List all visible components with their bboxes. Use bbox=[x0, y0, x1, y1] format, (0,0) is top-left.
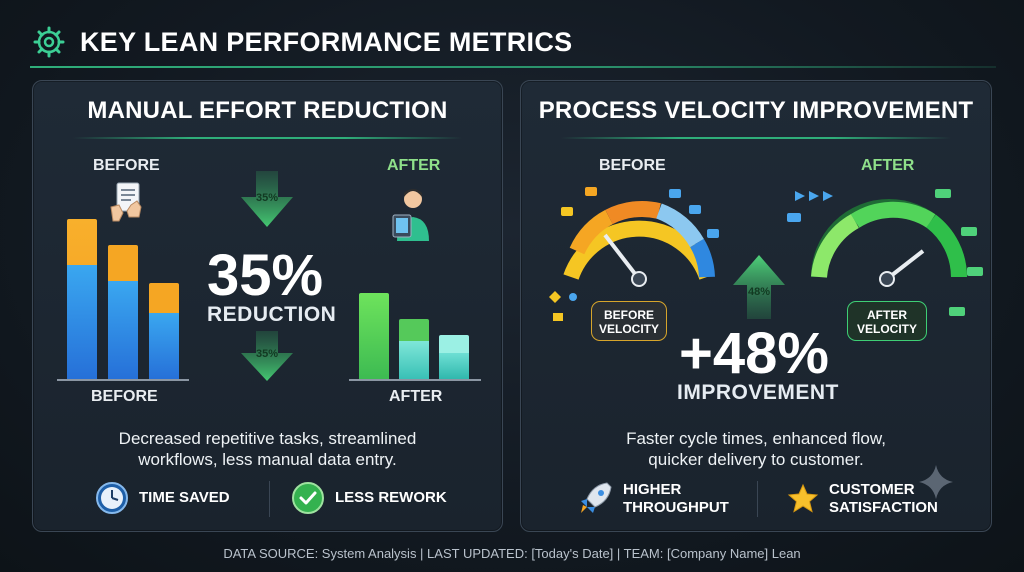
footer-info: DATA SOURCE: System Analysis | LAST UPDA… bbox=[223, 546, 801, 561]
after-bar-2-teal bbox=[399, 341, 429, 379]
badge-higher: HIGHER bbox=[623, 481, 682, 498]
after-velocity-line2: VELOCITY bbox=[856, 322, 917, 336]
before-bar-2-blue bbox=[108, 281, 138, 379]
check-circle-icon bbox=[291, 481, 325, 515]
improvement-big-number: +48% bbox=[679, 321, 829, 386]
reduction-big-number: 35% bbox=[207, 243, 324, 308]
person-tablet-icon bbox=[383, 185, 441, 243]
manual-effort-description-1: Decreased repetitive tasks, streamlined bbox=[118, 429, 417, 448]
badge-customer: CUSTOMER bbox=[829, 481, 915, 498]
velocity-before-label: BEFORE bbox=[599, 157, 666, 174]
velocity-description-2: quicker delivery to customer. bbox=[648, 450, 864, 469]
before-velocity-pill: BEFORE VELOCITY bbox=[591, 301, 667, 341]
gear-icon bbox=[32, 25, 66, 59]
before-label-bottom: BEFORE bbox=[91, 388, 158, 405]
panel-divider bbox=[561, 137, 951, 139]
document-hand-icon bbox=[109, 181, 149, 225]
page-title: KEY LEAN PERFORMANCE METRICS bbox=[80, 26, 573, 57]
after-label-bottom: AFTER bbox=[389, 388, 443, 405]
down-arrow-bottom: 35% bbox=[239, 331, 295, 383]
badge-divider bbox=[269, 481, 270, 517]
manual-effort-panel: MANUAL EFFORT REDUCTION BEFORE AFTER BEF… bbox=[32, 80, 503, 532]
panel-divider bbox=[73, 137, 462, 139]
badge-divider bbox=[757, 481, 758, 517]
before-bar-3-blue bbox=[149, 313, 179, 379]
before-speedometer-icon bbox=[529, 177, 729, 337]
after-label-top: AFTER bbox=[387, 157, 441, 174]
badge-time-saved: TIME SAVED bbox=[139, 489, 230, 506]
before-label-top: BEFORE bbox=[93, 157, 160, 174]
velocity-description-1: Faster cycle times, enhanced flow, bbox=[626, 429, 886, 448]
before-velocity-line1: BEFORE bbox=[603, 308, 654, 322]
star-icon bbox=[787, 483, 819, 515]
down-arrow-top: 35% bbox=[239, 171, 295, 229]
process-velocity-panel: PROCESS VELOCITY IMPROVEMENT BEFORE AFTE… bbox=[520, 80, 992, 532]
before-bar-1-blue bbox=[67, 265, 97, 379]
panel-title-process-velocity: PROCESS VELOCITY IMPROVEMENT bbox=[538, 97, 974, 124]
before-baseline bbox=[57, 379, 189, 381]
arrow-bottom-text: 35% bbox=[256, 348, 278, 360]
panel-title-manual-effort: MANUAL EFFORT REDUCTION bbox=[87, 97, 448, 124]
clock-icon bbox=[95, 481, 129, 515]
after-velocity-line1: AFTER bbox=[867, 308, 907, 322]
after-bar-1 bbox=[359, 293, 389, 379]
velocity-arrow-text: 48% bbox=[748, 286, 770, 298]
up-arrow-icon: 48% bbox=[731, 255, 787, 319]
badge-throughput: THROUGHPUT bbox=[623, 499, 729, 516]
after-baseline bbox=[349, 379, 481, 381]
badge-less-rework: LESS REWORK bbox=[335, 489, 447, 506]
header-divider bbox=[30, 66, 996, 68]
improvement-word: IMPROVEMENT bbox=[677, 381, 839, 404]
velocity-after-label: AFTER bbox=[861, 157, 915, 174]
manual-effort-description-2: workflows, less manual data entry. bbox=[138, 450, 397, 469]
reduction-word: REDUCTION bbox=[207, 303, 337, 326]
sparkle-icon bbox=[919, 465, 953, 499]
before-velocity-line2: VELOCITY bbox=[598, 322, 659, 336]
after-bar-3-teal bbox=[439, 353, 469, 379]
arrow-top-text: 35% bbox=[256, 192, 278, 204]
page-header: KEY LEAN PERFORMANCE METRICS bbox=[32, 22, 572, 62]
after-speedometer-icon bbox=[785, 177, 989, 337]
badge-satisfaction: SATISFACTION bbox=[829, 499, 938, 516]
after-velocity-pill: AFTER VELOCITY bbox=[847, 301, 927, 341]
rocket-icon bbox=[577, 479, 615, 517]
